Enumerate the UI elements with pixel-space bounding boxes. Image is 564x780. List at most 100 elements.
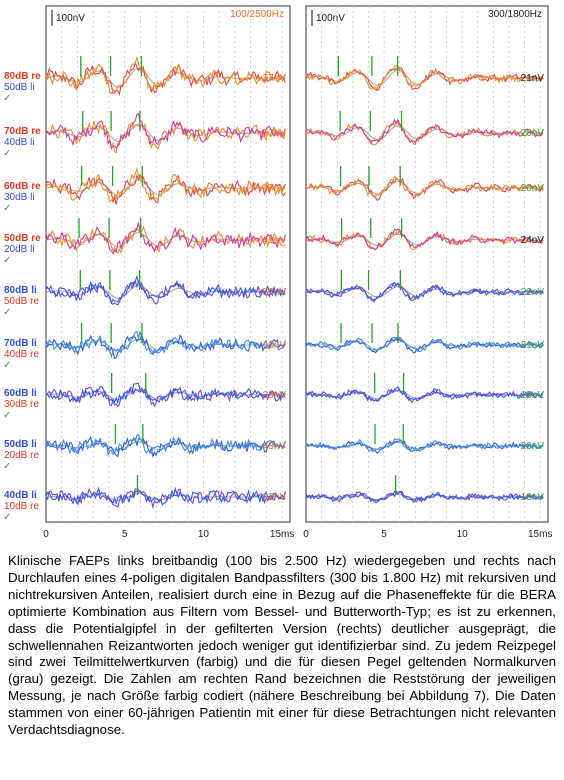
subaverage-curve: [45, 330, 286, 359]
subaverage-curve: [305, 490, 544, 503]
x-tick-label: 15ms: [270, 529, 294, 540]
residual-noise-label: 52nV: [263, 287, 287, 298]
subaverage-curve: [45, 433, 286, 458]
trace-row: 24nV: [305, 218, 545, 251]
subaverage-curve: [45, 120, 286, 154]
filter-label: 100/2500Hz: [230, 9, 284, 20]
subaverage-curve: [45, 435, 286, 458]
residual-noise-label: 21nV: [521, 340, 545, 351]
x-tick-label: 5: [122, 529, 128, 540]
x-tick-label: 0: [303, 529, 309, 540]
check-icon: ✓: [3, 93, 11, 104]
stimulus-label-primary: 40dB li: [4, 490, 37, 501]
stimulus-label-primary: 70dB li: [4, 338, 37, 349]
subaverage-curve: [45, 386, 286, 408]
trace-row: 18nV: [305, 373, 544, 404]
subaverage-curve: [305, 118, 544, 145]
stimulus-label-secondary: 30dB re: [4, 399, 39, 410]
check-icon: ✓: [3, 512, 11, 523]
residual-noise-label: 41nV: [263, 235, 287, 246]
subaverage-curve: [45, 382, 286, 407]
subaverage-curve: [305, 438, 544, 452]
check-icon: ✓: [3, 307, 11, 318]
stimulus-label-primary: 80dB re: [4, 71, 41, 82]
check-icon: ✓: [3, 410, 11, 421]
filter-label: 300/1800Hz: [488, 9, 542, 20]
subaverage-curve: [305, 64, 544, 91]
stimulus-label-secondary: 50dB re: [4, 296, 39, 307]
trace-row: 20nV: [305, 111, 545, 146]
trace-row: 21nV: [305, 56, 545, 92]
stimulus-label-primary: 60dB li: [4, 388, 37, 399]
stimulus-label-secondary: 20dB li: [4, 244, 35, 255]
residual-noise-label: 20nV: [521, 128, 545, 139]
panel-frame: [45, 5, 291, 523]
residual-noise-label: 57nV: [263, 128, 287, 139]
check-icon: ✓: [3, 255, 11, 266]
subaverage-curve: [45, 486, 286, 506]
scale-label: 100nV: [56, 13, 85, 24]
residual-noise-label: 37nV: [263, 73, 287, 84]
subaverage-curve: [45, 57, 286, 95]
stimulus-label-secondary: 20dB re: [4, 450, 39, 461]
residual-noise-label: 20nV: [521, 441, 545, 452]
subaverage-curve: [45, 166, 286, 203]
trace-row: 21nV: [305, 270, 545, 303]
x-tick-label: 15ms: [528, 529, 552, 540]
x-tick-label: 0: [43, 529, 49, 540]
figure-caption: Klinische FAEPs links breitbandig (100 b…: [8, 553, 556, 738]
x-tick-label: 5: [381, 529, 387, 540]
subaverage-curve: [305, 281, 544, 302]
residual-noise-label: 21nV: [521, 287, 545, 298]
check-icon: ✓: [3, 360, 11, 371]
subaverage-curve: [45, 173, 286, 205]
stimulus-label-secondary: 40dB li: [4, 137, 35, 148]
trace-row: 20nV: [305, 424, 545, 455]
subaverage-curve: [305, 175, 544, 198]
subaverage-curve: [45, 60, 286, 96]
residual-noise-label: 24nV: [521, 235, 545, 246]
stimulus-label-secondary: 10dB re: [4, 501, 39, 512]
stimulus-label-primary: 70dB re: [4, 126, 41, 137]
subaverage-curve: [45, 280, 286, 306]
normal-curve: [305, 493, 544, 501]
stimulus-label-primary: 80dB li: [4, 285, 37, 296]
x-tick-label: 10: [198, 529, 210, 540]
check-icon: ✓: [3, 148, 11, 159]
residual-noise-label: 18nV: [521, 492, 545, 503]
check-icon: ✓: [3, 203, 11, 214]
normal-curve: [305, 286, 544, 298]
subaverage-curve: [45, 112, 286, 150]
stimulus-label-secondary: 30dB li: [4, 192, 35, 203]
panel-frame: [305, 5, 549, 523]
stimulus-label-secondary: 40dB re: [4, 349, 39, 360]
trace-row: 18nV: [305, 475, 545, 504]
residual-noise-label: 29nV: [263, 390, 287, 401]
check-icon: ✓: [3, 461, 11, 472]
scale-label: 100nV: [316, 13, 345, 24]
residual-noise-label: 20nV: [521, 183, 545, 194]
x-tick-label: 10: [457, 529, 469, 540]
stimulus-label-primary: 60dB re: [4, 181, 41, 192]
subaverage-curve: [305, 336, 544, 353]
subaverage-curve: [305, 177, 544, 202]
stimulus-label-primary: 50dB li: [4, 439, 37, 450]
residual-noise-label: 43nV: [263, 441, 287, 452]
residual-noise-label: 21nV: [521, 73, 545, 84]
trace-row: 21nV: [305, 323, 545, 354]
stimulus-label-secondary: 50dB li: [4, 82, 35, 93]
subaverage-curve: [45, 222, 286, 255]
subaverage-curve: [305, 386, 544, 402]
right-panel: 100nV 300/1800Hz 0 5 10 15ms 21nV 20nV 20nV 24nV 2…: [303, 5, 552, 540]
